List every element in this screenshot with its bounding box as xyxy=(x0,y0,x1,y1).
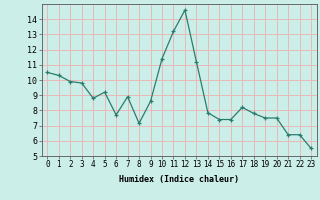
X-axis label: Humidex (Indice chaleur): Humidex (Indice chaleur) xyxy=(119,175,239,184)
